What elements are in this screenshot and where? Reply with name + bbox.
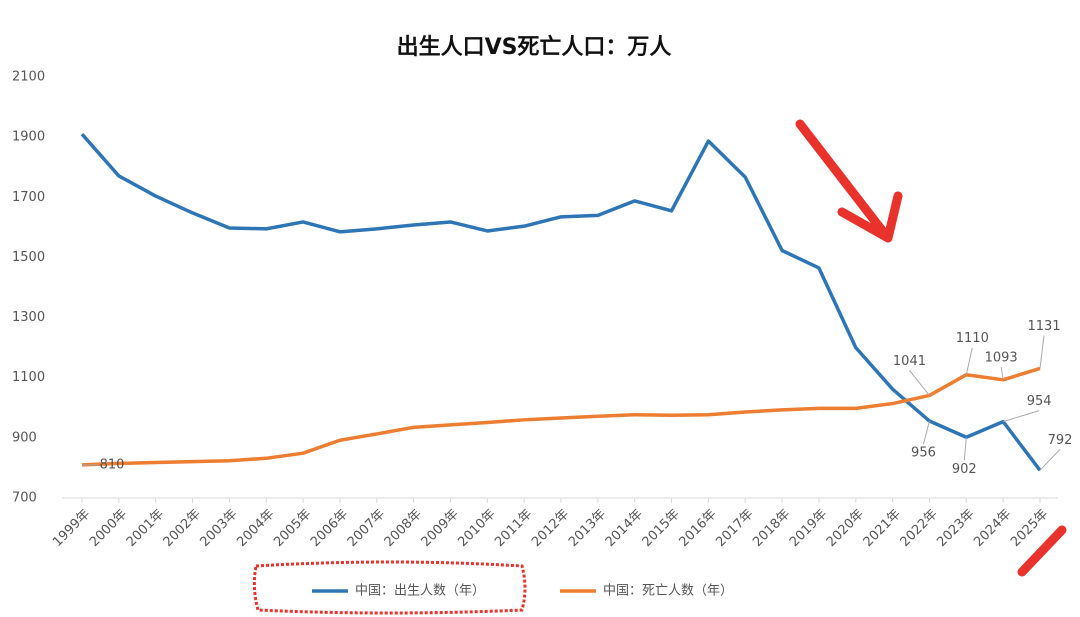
red-mark xyxy=(1017,525,1067,577)
red-box xyxy=(252,560,527,615)
data-label: 956 xyxy=(911,446,936,461)
red-arrow xyxy=(795,119,903,243)
y-tick-label: 1700 xyxy=(12,190,45,205)
y-tick-label: 1500 xyxy=(12,250,45,265)
data-label: 1041 xyxy=(893,354,926,369)
data-label: 1110 xyxy=(956,331,989,346)
data-label: 1093 xyxy=(985,350,1018,365)
y-tick-label: 900 xyxy=(12,430,37,445)
data-label: 954 xyxy=(1027,394,1052,409)
data-label: 902 xyxy=(952,462,977,477)
y-tick-label: 1100 xyxy=(12,370,45,385)
leader-line xyxy=(922,420,930,445)
leader-line xyxy=(1039,335,1045,369)
legend-label: 中国：出生人数（年） xyxy=(355,584,485,599)
leader-line xyxy=(909,370,930,396)
leader-line xyxy=(1003,410,1040,423)
leader-line xyxy=(963,437,967,461)
y-tick-label: 2100 xyxy=(12,70,45,85)
data-label: 792 xyxy=(1048,433,1073,448)
series-line xyxy=(81,366,1041,467)
y-tick-label: 1300 xyxy=(12,310,45,325)
series-line xyxy=(80,132,1042,472)
legend: 中国：出生人数（年） 中国：死亡人数（年） xyxy=(312,584,733,599)
data-label: 810 xyxy=(100,457,125,472)
legend-label: 中国：死亡人数（年） xyxy=(603,584,733,599)
leader-line xyxy=(965,347,973,375)
y-tick-label: 1900 xyxy=(12,130,45,145)
leader-line xyxy=(1000,366,1004,380)
leader-line xyxy=(1039,448,1061,471)
chart-title: 出生人口VS死亡人口：万人 xyxy=(397,34,672,60)
data-label: 1131 xyxy=(1027,319,1060,334)
y-tick-label: 700 xyxy=(12,491,37,506)
